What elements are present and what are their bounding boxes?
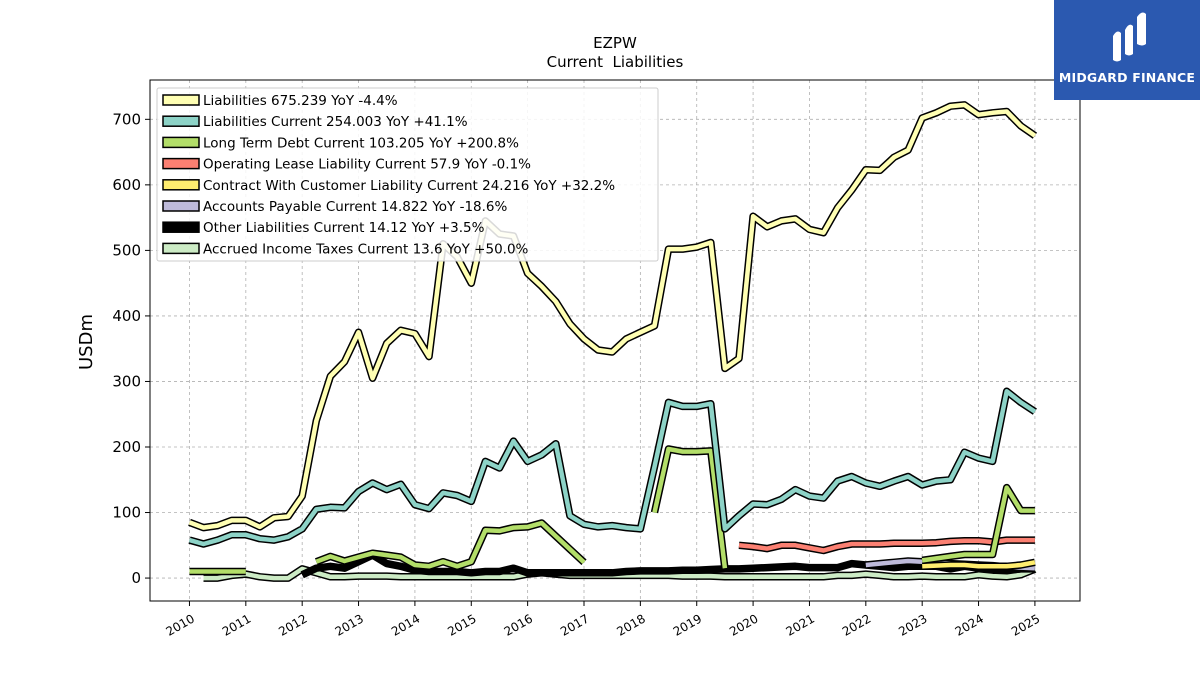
legend-frame [156,87,659,262]
x-tick-label: 2022 [840,611,873,638]
legend-entry: Liabilities 675.239 YoY -4.4% [203,93,398,109]
series-lines [188,101,1038,582]
logo-mark-icon [1113,12,1146,62]
x-tick-label: 2024 [953,611,986,638]
y-tick-label: 200 [112,438,141,456]
legend-swatch [162,94,200,106]
y-axis-label: USDm [76,314,97,370]
x-tick-label: 2010 [164,611,197,638]
series-line-4 [922,558,1036,571]
y-tick-label: 700 [112,110,141,128]
x-tick-label: 2012 [276,611,309,638]
legend-swatch [162,221,200,233]
x-tick-label: 2015 [445,611,478,638]
series-path [652,446,728,569]
chart-title: EZPW [593,34,637,52]
legend-swatch [162,179,200,191]
legend-swatch [162,157,200,170]
x-tick-label: 2019 [671,611,704,638]
y-tick-label: 0 [131,569,141,587]
chart-legend: Liabilities 675.239 YoY -4.4% Liabilities… [156,87,659,262]
legend-entry: Operating Lease Liability Current 57.9 Y… [203,157,531,173]
series-path [738,537,1035,553]
legend-swatch [162,136,200,149]
x-tick-label: 2020 [727,611,760,638]
legend-swatch [162,200,200,212]
series-line-0 [188,101,1038,532]
series-line-3 [738,536,1035,555]
legend-entry: Other Liabilities Current 14.12 YoY +3.5… [203,220,485,236]
series-line-2 [189,445,1035,576]
series-path [921,485,1035,563]
series-path [188,389,1037,547]
legend-entry: Accrued Income Taxes Current 13.6 YoY +5… [203,241,529,257]
legend-swatch [162,242,200,255]
x-tick-label: 2016 [502,611,535,638]
x-tick-label: 2021 [784,611,817,638]
logo-text: MIDGARD FINANCE [1058,70,1196,85]
legend-entry: Accounts Payable Current 14.822 YoY -18.… [203,199,508,215]
series-path [922,560,1036,569]
x-tick-label: 2013 [333,611,366,638]
series-line-1 [188,387,1037,548]
brand-logo: MIDGARD FINANCE [1054,0,1200,100]
y-tick-label: 300 [112,372,141,390]
legend-entry: Contract With Customer Liability Current… [203,178,615,194]
y-tick-label: 500 [112,241,141,259]
x-tick-label: 2011 [220,611,253,638]
x-tick-label: 2017 [558,611,591,638]
x-tick-label: 2018 [614,611,647,638]
x-tick-label: 2025 [1009,611,1042,638]
x-tick-label: 2023 [896,611,929,638]
series-line-6 [300,551,1035,579]
y-tick-label: 600 [112,176,141,194]
series-path [188,102,1037,530]
x-tick-label: 2014 [389,611,422,638]
legend-entry: Long Term Debt Current 103.205 YoY +200.… [203,135,519,151]
series-path [301,552,1035,577]
y-tick-label: 100 [112,504,141,522]
legend-entry: Liabilities Current 254.003 YoY +41.1% [203,114,468,130]
plot-frame [149,79,1081,602]
chart-subtitle: Current Liabilities [547,53,684,71]
legend-swatch [162,115,200,127]
y-tick-label: 400 [112,307,141,325]
series-path [315,520,586,569]
